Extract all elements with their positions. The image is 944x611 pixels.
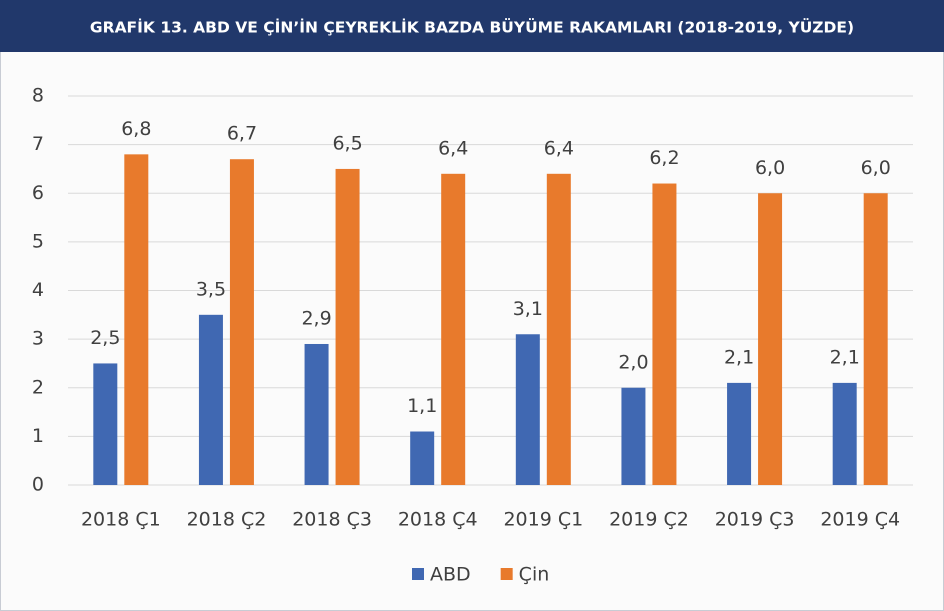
- bar: [229, 159, 254, 485]
- bar: [832, 382, 857, 485]
- y-tick-label: 3: [32, 328, 44, 350]
- x-tick-label: 2019 Ç3: [715, 509, 795, 531]
- y-tick-label: 8: [32, 85, 44, 107]
- x-tick-label: 2019 Ç2: [609, 509, 689, 531]
- x-tick-label: 2019 Ç4: [820, 509, 900, 531]
- chart-title: GRAFİK 13. ABD VE ÇİN’İN ÇEYREKLİK BAZDA…: [90, 18, 854, 37]
- bar: [758, 193, 783, 485]
- x-tick-label: 2018 Ç4: [398, 509, 478, 531]
- bar: [515, 334, 540, 485]
- legend-swatch: [500, 568, 513, 580]
- value-label: 6,5: [332, 132, 362, 154]
- bar: [93, 363, 118, 485]
- bar: [863, 193, 888, 485]
- bar: [441, 173, 466, 486]
- bar: [335, 168, 360, 485]
- y-tick-label: 0: [32, 474, 44, 496]
- value-label: 2,9: [301, 307, 331, 329]
- title-band: [0, 0, 944, 52]
- bar: [124, 154, 149, 485]
- bar: [198, 314, 223, 485]
- value-label: 2,5: [90, 327, 120, 349]
- bar: [652, 183, 677, 485]
- bar: [621, 387, 646, 485]
- x-tick-label: 2018 Ç3: [292, 509, 372, 531]
- y-tick-label: 2: [32, 376, 44, 398]
- legend-label: ABD: [430, 564, 471, 586]
- x-tick-label: 2019 Ç1: [503, 509, 583, 531]
- value-label: 2,1: [830, 346, 860, 368]
- x-tick-label: 2018 Ç1: [81, 509, 161, 531]
- bar: [410, 431, 435, 485]
- value-label: 3,1: [513, 298, 543, 320]
- x-tick-label: 2018 Ç2: [187, 509, 267, 531]
- bar: [546, 173, 571, 486]
- y-tick-label: 1: [32, 425, 44, 447]
- y-tick-label: 7: [32, 133, 44, 155]
- y-tick-label: 6: [32, 182, 44, 204]
- value-label: 6,0: [861, 157, 891, 179]
- y-tick-label: 5: [32, 230, 44, 252]
- bar: [304, 343, 329, 485]
- value-label: 2,0: [618, 351, 648, 373]
- value-label: 3,5: [196, 278, 226, 300]
- value-label: 6,7: [227, 123, 257, 145]
- value-label: 6,8: [121, 118, 151, 140]
- value-label: 2,1: [724, 346, 754, 368]
- value-label: 6,4: [438, 137, 468, 159]
- value-label: 6,0: [755, 157, 785, 179]
- value-label: 6,2: [649, 147, 679, 169]
- legend-swatch: [412, 568, 424, 580]
- value-label: 1,1: [407, 395, 437, 417]
- y-tick-label: 4: [32, 279, 44, 301]
- value-label: 6,4: [544, 137, 574, 159]
- bar: [727, 382, 752, 485]
- legend-label: Çin: [519, 564, 550, 586]
